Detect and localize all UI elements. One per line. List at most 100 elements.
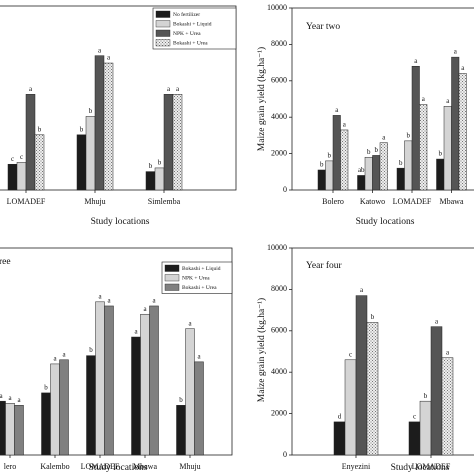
significance-letter: b — [149, 162, 153, 170]
y-tick-label: 10000 — [267, 3, 287, 12]
bar — [149, 305, 159, 456]
panel-title: ree — [0, 257, 11, 267]
bar — [103, 62, 114, 191]
significance-letter: a — [98, 292, 102, 300]
bar — [95, 301, 105, 456]
significance-letter: b — [320, 161, 324, 169]
bar — [131, 336, 141, 456]
bar — [372, 155, 381, 191]
significance-letter: a — [335, 106, 339, 114]
significance-letter: a — [435, 317, 439, 325]
bar — [436, 158, 445, 191]
significance-letter: a — [143, 305, 147, 313]
significance-letter: b — [407, 131, 411, 139]
significance-letter: a — [382, 133, 386, 141]
bar — [94, 55, 105, 191]
bar — [145, 171, 156, 191]
bar — [50, 363, 60, 456]
significance-letter: a — [414, 57, 418, 65]
significance-letter: b — [38, 125, 42, 133]
bar — [76, 134, 87, 191]
significance-letter: b — [89, 346, 93, 354]
bar — [430, 326, 443, 456]
bar — [458, 73, 467, 191]
x-axis-label: Study locations — [391, 463, 450, 473]
bar — [340, 129, 349, 191]
bar — [25, 94, 36, 191]
significance-letter: a — [167, 85, 171, 93]
legend-swatch — [164, 264, 180, 272]
significance-letter: a — [62, 350, 66, 358]
bar — [333, 421, 346, 456]
x-tick-label: Enyezini — [342, 462, 371, 471]
x-tick-label: Katowo — [360, 197, 385, 206]
significance-letter: a — [17, 396, 21, 404]
y-tick-label: 4000 — [271, 367, 287, 376]
y-tick-label: 10000 — [267, 243, 287, 252]
significance-letter: a — [343, 121, 347, 129]
significance-letter: a — [446, 97, 450, 105]
legend-swatch — [155, 10, 171, 18]
significance-letter: a — [446, 348, 450, 356]
significance-letter: a — [197, 352, 201, 360]
significance-letter: b — [424, 392, 428, 400]
significance-letter: c — [413, 412, 416, 420]
significance-letter: a — [0, 392, 3, 400]
legend-swatch — [155, 29, 171, 37]
significance-letter: b — [179, 396, 183, 404]
significance-letter: b — [89, 107, 93, 115]
significance-letter: c — [349, 350, 352, 358]
significance-letter: a — [176, 85, 180, 93]
bar — [140, 313, 150, 456]
x-tick-label: Kalembo — [40, 462, 69, 471]
y-tick-label: 2000 — [271, 148, 287, 157]
significance-letter: c — [11, 155, 14, 163]
x-axis-label: Study locations — [91, 217, 150, 227]
bar — [451, 56, 460, 191]
x-axis-label: Study locations — [356, 217, 415, 227]
significance-letter: a — [53, 355, 57, 363]
significance-letter: a — [461, 64, 465, 72]
bar — [163, 94, 174, 191]
significance-letter: a — [107, 54, 111, 62]
bar — [34, 134, 45, 191]
bar — [85, 116, 96, 191]
x-tick-label: Simlemba — [148, 197, 181, 206]
bar — [104, 305, 114, 456]
significance-letter: b — [375, 146, 379, 154]
legend-swatch — [155, 39, 171, 47]
plot-frame — [291, 247, 474, 456]
significance-letter: a — [134, 328, 138, 336]
y-tick-label: 0 — [283, 450, 287, 459]
bar — [154, 167, 165, 191]
significance-letter: b — [44, 384, 48, 392]
x-tick-label: Mhuju — [84, 197, 105, 206]
bar — [332, 115, 341, 191]
plot-frame — [0, 247, 233, 456]
bar — [364, 156, 373, 191]
significance-letter: a — [29, 85, 33, 93]
legend-swatch — [155, 20, 171, 28]
significance-letter: b — [367, 148, 371, 156]
significance-letter: a — [422, 95, 426, 103]
legend-label: Bokashi + Liquid — [173, 22, 212, 28]
legend-swatch — [164, 283, 180, 291]
y-tick-label: 8000 — [271, 39, 287, 48]
bar — [408, 421, 421, 456]
bar — [355, 295, 368, 456]
bar — [5, 403, 15, 456]
significance-letter: a — [188, 319, 192, 327]
significance-letter: b — [439, 150, 443, 158]
bar — [59, 359, 69, 456]
significance-letter: b — [158, 159, 162, 167]
significance-letter: a — [454, 48, 458, 56]
y-tick-label: 4000 — [271, 112, 287, 121]
bar — [443, 106, 452, 191]
x-tick-label: Mhuju — [179, 462, 200, 471]
significance-letter: c — [20, 153, 23, 161]
bar — [396, 167, 405, 191]
bar — [344, 359, 357, 456]
legend-label: NPK + Urea — [173, 31, 201, 37]
bar — [419, 104, 428, 191]
